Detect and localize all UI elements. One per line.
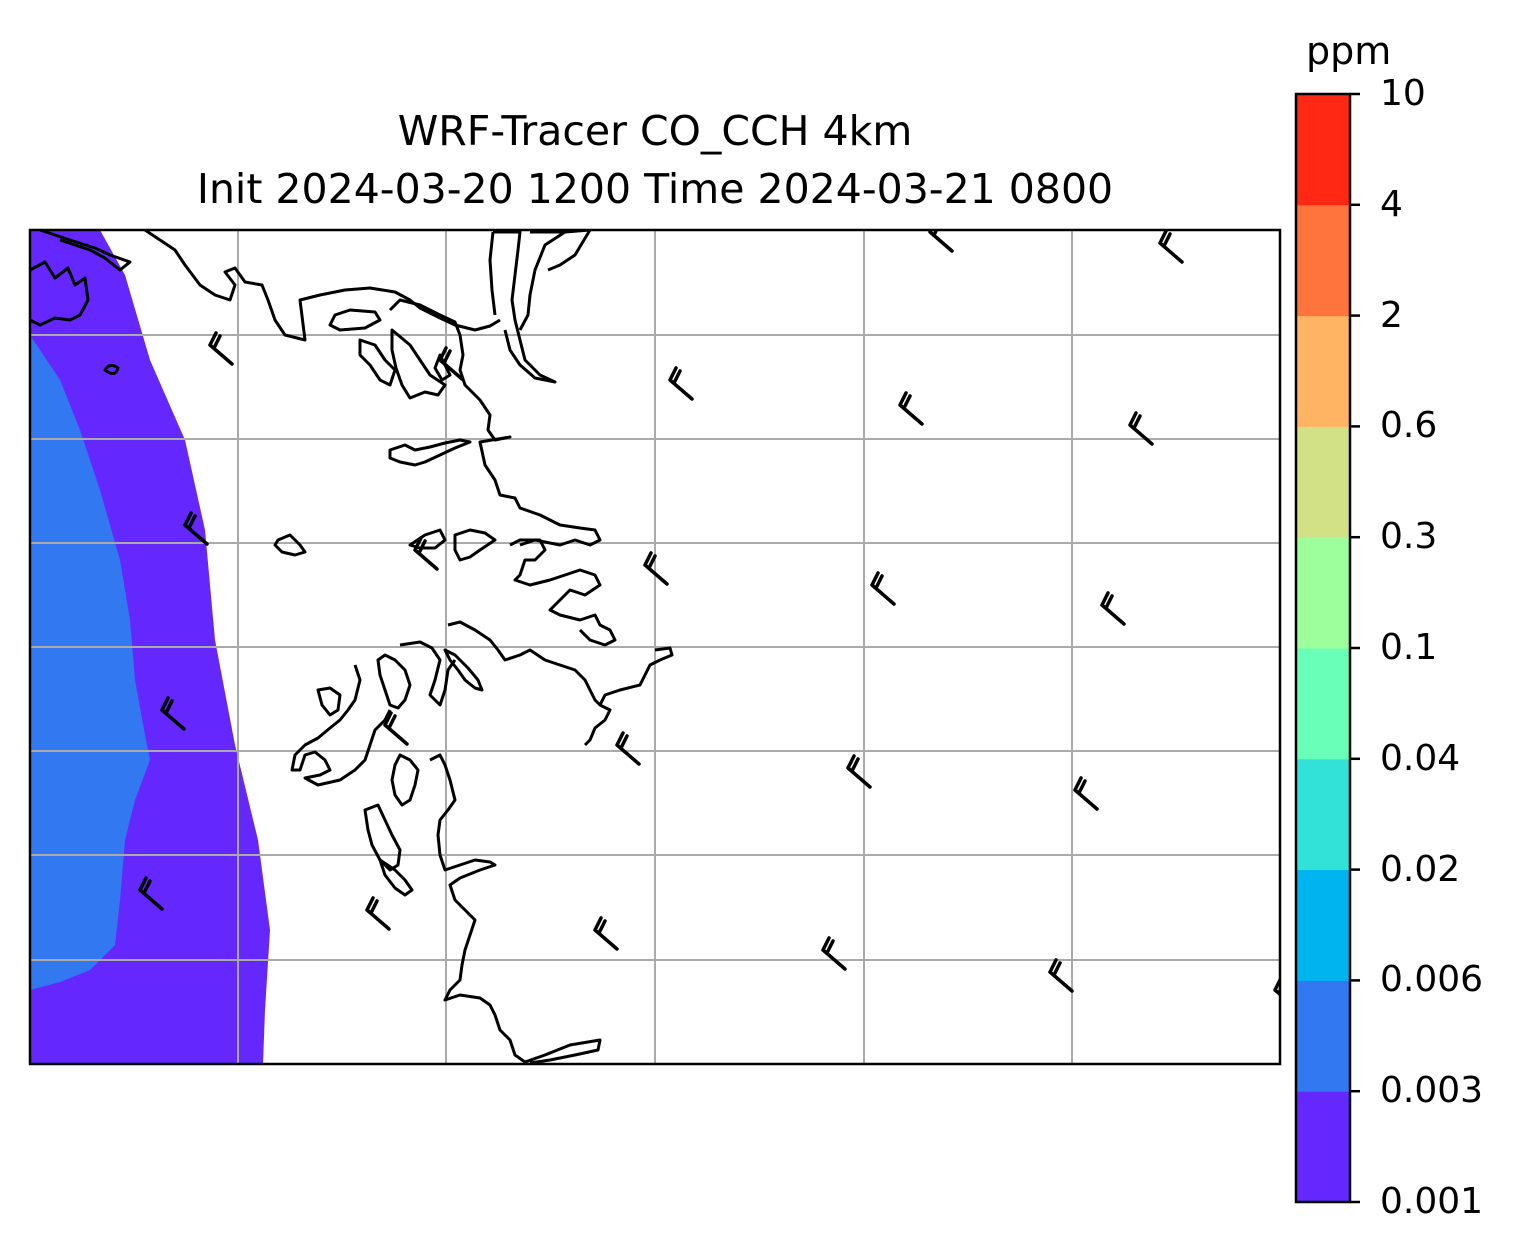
- wind-barb: [846, 754, 872, 789]
- colorbar-segment-5: [1296, 537, 1350, 649]
- wind-barb: [1100, 591, 1126, 626]
- wind-barb: [1073, 776, 1099, 811]
- wind-barb: [1128, 411, 1154, 446]
- contour-fill-0.003: [30, 335, 150, 990]
- colorbar-segment-9: [1296, 94, 1350, 206]
- colorbar-tick-label: 0.02: [1380, 848, 1461, 890]
- wind-barb: [593, 916, 619, 951]
- wind-barb: [1158, 230, 1184, 264]
- wind-barb: [365, 896, 391, 931]
- coastlines: [30, 230, 674, 1064]
- wind-barb: [668, 366, 694, 401]
- colorbar-segment-2: [1296, 869, 1350, 981]
- colorbar-tick-label: 0.003: [1380, 1070, 1484, 1112]
- wind-barb: [383, 711, 409, 746]
- wind-barbs: [138, 230, 1280, 997]
- wind-barb: [1048, 958, 1074, 993]
- wind-barb: [138, 876, 164, 911]
- wind-barb: [870, 571, 896, 606]
- wind-barb: [208, 331, 234, 366]
- colorbar-segment-4: [1296, 648, 1350, 760]
- colorbar-segment-1: [1296, 980, 1350, 1092]
- colorbar-tick-label: 0.1: [1380, 627, 1438, 668]
- wind-barb: [821, 936, 847, 971]
- wind-barb: [928, 230, 954, 253]
- chart-title-line-2: Init 2024-03-20 1200 Time 2024-03-21 080…: [196, 165, 1114, 213]
- wind-barb: [1273, 976, 1280, 997]
- colorbar-tick-label: 0.3: [1380, 516, 1438, 558]
- colorbar-unit-label: ppm: [1306, 29, 1392, 73]
- colorbar: [1294, 92, 1360, 1204]
- colorbar-segment-3: [1296, 758, 1350, 871]
- map-frame: [28, 228, 1282, 1066]
- colorbar-tick-label: 10: [1380, 73, 1426, 114]
- colorbar-tick-label: 0.04: [1380, 737, 1461, 779]
- wind-barb: [413, 536, 439, 571]
- wind-barb: [160, 696, 186, 731]
- wind-barb: [438, 346, 464, 381]
- wind-barb: [615, 731, 641, 766]
- map-area: [30, 230, 1280, 1064]
- wind-barb: [898, 391, 924, 426]
- colorbar-segment-6: [1296, 426, 1350, 538]
- colorbar-tick-label: 4: [1380, 183, 1403, 225]
- colorbar-tick-label: 2: [1380, 294, 1403, 336]
- colorbar-segment-7: [1296, 315, 1350, 427]
- wind-barb: [183, 511, 209, 546]
- colorbar-tick-label: 0.6: [1380, 405, 1438, 447]
- colorbar-segment-0: [1296, 1091, 1350, 1203]
- chart-title-line-1: WRF-Tracer CO_CCH 4km: [397, 107, 913, 155]
- colorbar-tick-label: 0.006: [1380, 959, 1484, 1001]
- colorbar-segment-8: [1296, 204, 1350, 317]
- wind-barb: [643, 551, 669, 586]
- colorbar-tick-label: 0.001: [1380, 1181, 1484, 1222]
